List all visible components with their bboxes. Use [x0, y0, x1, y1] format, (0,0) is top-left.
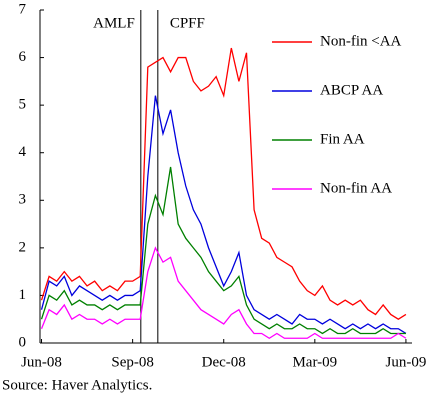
legend-label: Fin AA — [320, 131, 365, 147]
series-line — [40, 166, 406, 335]
event-label: CPFF — [170, 15, 205, 31]
event-label: AMLF — [93, 15, 135, 31]
x-tick-label: Mar-09 — [292, 354, 337, 370]
x-tick-label: Dec-08 — [202, 354, 246, 370]
x-tick-label: Jun-08 — [21, 354, 62, 370]
y-tick-label: 6 — [19, 49, 27, 65]
y-tick-label: 7 — [19, 1, 27, 17]
y-tick-label: 0 — [19, 334, 27, 350]
x-tick-label: Jun-09 — [386, 354, 427, 370]
y-tick-label: 5 — [19, 97, 27, 113]
series-line — [40, 95, 407, 335]
y-tick-label: 1 — [19, 287, 27, 303]
source-note: Source: Haver Analytics. — [2, 377, 152, 393]
series-line — [40, 246, 407, 340]
legend-label: ABCP AA — [320, 82, 383, 98]
y-tick-label: 2 — [19, 239, 27, 255]
legend-label: Non-fin AA — [320, 180, 392, 196]
legend-label: Non-fin <AA — [320, 33, 402, 49]
series-line — [40, 47, 407, 320]
x-tick-label: Sep-08 — [111, 354, 154, 370]
y-tick-label: 4 — [19, 144, 27, 160]
y-tick-label: 3 — [19, 192, 27, 208]
